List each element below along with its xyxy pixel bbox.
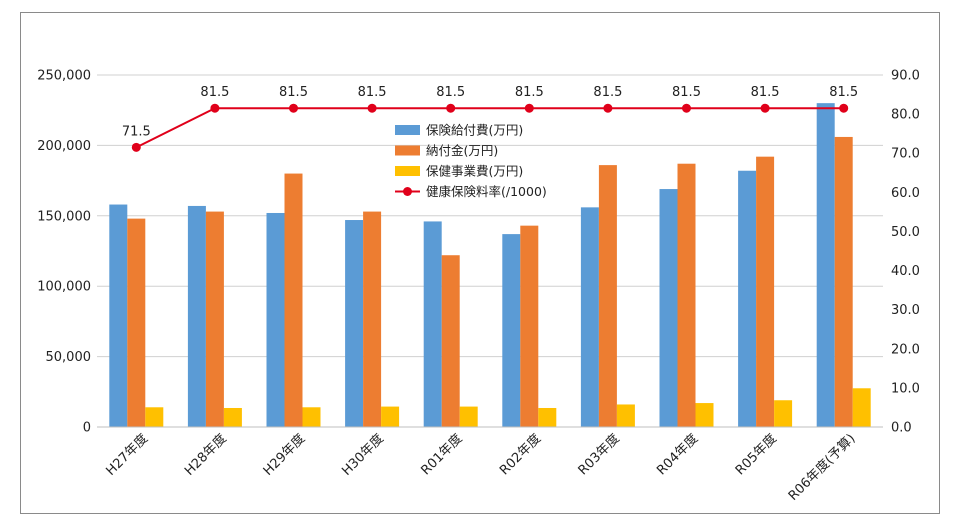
y-left-tick-label: 150,000 (37, 209, 91, 224)
bar (538, 407, 557, 427)
line-point (289, 103, 298, 113)
series-line (135, 107, 844, 149)
line-point (210, 103, 220, 113)
bar (834, 136, 853, 427)
y-right-tick-label: 80.0 (891, 108, 920, 123)
bar (738, 170, 757, 427)
bar (598, 165, 617, 427)
bar (266, 212, 285, 427)
bar (520, 225, 539, 427)
bar (145, 407, 164, 427)
y-left-tick-label: 250,000 (37, 69, 91, 84)
bar (381, 406, 400, 427)
data-label: 81.5 (751, 85, 780, 100)
x-tick-label: R04年度 (654, 431, 702, 479)
bar (205, 211, 224, 427)
x-tick-label: H29年度 (260, 431, 308, 479)
data-label: 81.5 (672, 85, 701, 100)
y-right-tick-label: 30.0 (891, 303, 920, 318)
bar (127, 218, 146, 427)
y-right-tick-label: 60.0 (891, 186, 920, 201)
y-right-tick-label: 20.0 (891, 342, 920, 357)
line-point (524, 103, 534, 113)
bar (109, 204, 128, 427)
bar (659, 189, 678, 427)
bar (677, 163, 696, 428)
bar (616, 404, 635, 427)
chart-frame (20, 12, 940, 514)
bar (695, 403, 714, 427)
bar (459, 406, 478, 427)
data-label: 81.5 (358, 85, 387, 100)
y-left-tick-label: 200,000 (37, 139, 91, 154)
x-tick-label: R05年度 (732, 431, 780, 479)
legend-label: 納付金(万円) (426, 143, 498, 158)
bar (774, 400, 793, 427)
bar (580, 207, 599, 427)
x-tick-label: R06年度(予算) (785, 431, 858, 504)
y-right-tick-label: 0.0 (891, 421, 912, 436)
y-right-tick-label: 90.0 (891, 69, 920, 84)
data-label: 81.5 (593, 85, 622, 100)
bar (756, 156, 775, 427)
legend-label: 保険給付費(万円) (426, 123, 523, 138)
x-tick-label: H28年度 (181, 431, 229, 479)
data-label: 81.5 (279, 85, 308, 100)
x-tick-label: R01年度 (418, 431, 466, 479)
x-tick-label: H27年度 (103, 431, 151, 479)
x-tick-label: H30年度 (339, 431, 387, 479)
y-left-tick-label: 50,000 (46, 350, 92, 365)
y-left-tick-label: 100,000 (37, 280, 91, 295)
legend-label: 保健事業費(万円) (426, 164, 523, 179)
bar (816, 103, 835, 427)
line-point (603, 103, 613, 113)
legend-label: 健康保険料率(/1000) (426, 184, 547, 199)
x-tick-label: R03年度 (575, 431, 623, 479)
data-label: 81.5 (515, 85, 544, 100)
bar (284, 173, 303, 427)
line-point (367, 103, 377, 113)
line-series: 71.5 81.5 81.5 81.5 81.5 81.5 81.5 81.5 81.5 81.5 (122, 85, 858, 152)
legend-swatch (395, 145, 420, 156)
y-right-tick-label: 70.0 (891, 147, 920, 162)
line-point (131, 142, 141, 152)
line-point (839, 103, 849, 113)
data-label: 71.5 (122, 124, 151, 139)
bar (852, 388, 871, 427)
legend-swatch-marker (403, 187, 412, 196)
y-right-tick-label: 40.0 (891, 264, 920, 279)
legend: 保険給付費(万円) 納付金(万円) 保健事業費(万円) 健康保険料率(/1000) (395, 123, 547, 199)
y-right-tick-label: 10.0 (891, 381, 920, 396)
x-tick-label: R02年度 (496, 431, 544, 479)
data-label: 81.5 (829, 85, 858, 100)
bar (345, 220, 364, 427)
bar (302, 407, 321, 427)
bar (502, 234, 521, 427)
bar (187, 205, 206, 427)
line-point (760, 103, 770, 113)
data-label: 81.5 (200, 85, 229, 100)
legend-swatch (395, 166, 420, 176)
data-label: 81.5 (436, 85, 465, 100)
bar-series (109, 103, 871, 428)
y-right-tick-label: 50.0 (891, 225, 920, 240)
bar (223, 407, 242, 427)
line-point (682, 103, 691, 113)
bar (441, 255, 460, 427)
line-point (446, 103, 456, 113)
bar (363, 211, 382, 427)
y-left-tick-label: 0 (83, 421, 91, 436)
bar (423, 221, 442, 427)
legend-swatch (395, 125, 420, 135)
